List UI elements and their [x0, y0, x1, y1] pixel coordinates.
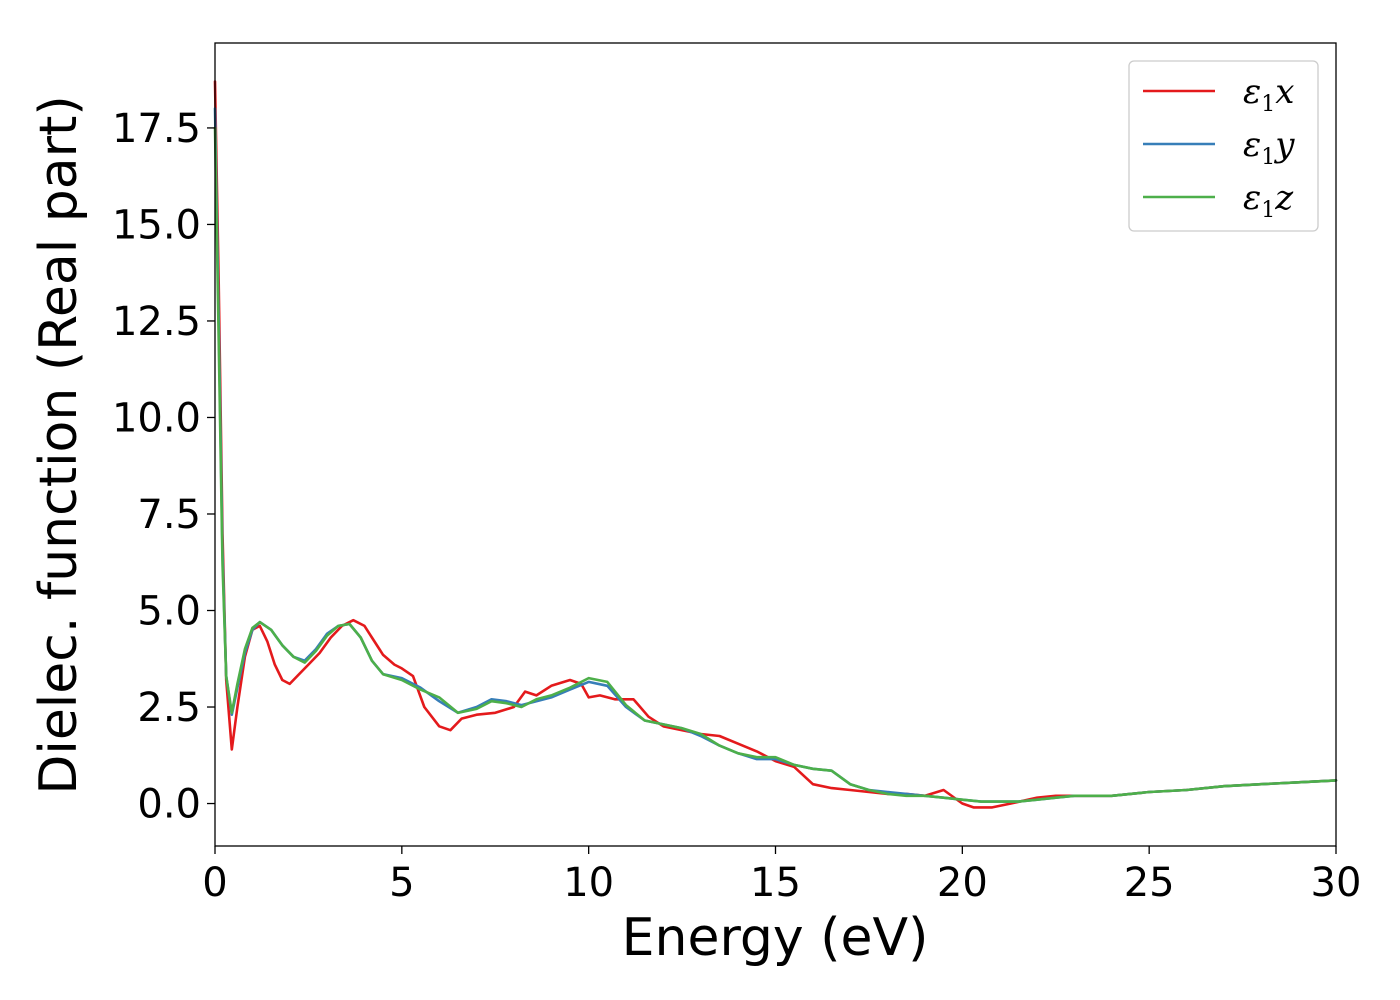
- series-layer: [213, 80, 1338, 809]
- y-tick-label: 12.5: [112, 299, 201, 345]
- x-tick-label: 5: [389, 860, 414, 906]
- y-tick-label: 10.0: [112, 395, 201, 441]
- y-tick-label: 0.0: [137, 782, 201, 828]
- x-tick-label: 30: [1311, 860, 1362, 906]
- x-tick-label: 0: [202, 860, 227, 906]
- legend: ε1x ε1y ε1z: [1128, 60, 1319, 232]
- x-axis: 0 5 10 15 20 25 30: [202, 846, 1361, 906]
- x-axis-label: Energy (eV): [622, 908, 929, 968]
- legend-frame: [1128, 60, 1319, 232]
- legend-entry-z: ε1z: [1243, 178, 1294, 223]
- x-tick-label: 15: [750, 860, 801, 906]
- x-tick-label: 20: [937, 860, 988, 906]
- series-line-z: [213, 126, 1338, 803]
- y-tick-label: 5.0: [137, 589, 201, 635]
- legend-entry-y: ε1y: [1243, 125, 1295, 170]
- x-tick-label: 25: [1124, 860, 1175, 906]
- x-tick-label: 10: [563, 860, 614, 906]
- y-tick-label: 17.5: [112, 106, 201, 152]
- y-tick-label: 2.5: [137, 685, 201, 731]
- y-tick-label: 7.5: [137, 492, 201, 538]
- y-axis: 0.0 2.5 5.0 7.5 10.0 12.5 15.0 17.5: [112, 106, 215, 828]
- legend-entry-x: ε1x: [1243, 72, 1294, 117]
- y-axis-label: Dielec. function (Real part): [29, 95, 89, 794]
- y-tick-label: 15.0: [112, 202, 201, 248]
